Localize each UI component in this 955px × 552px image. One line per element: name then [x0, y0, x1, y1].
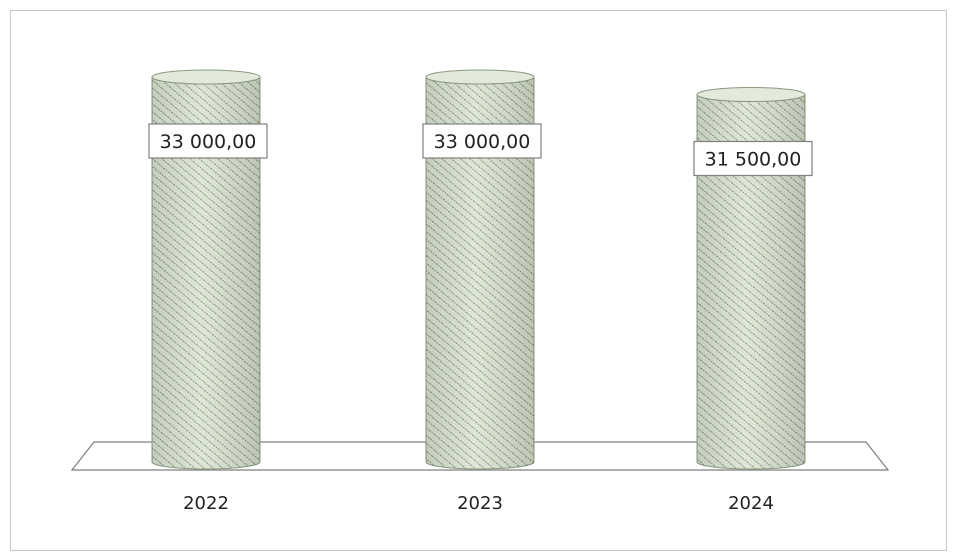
- data-label-2023: 33 000,00: [422, 123, 542, 159]
- data-labels-layer: 33 000,00 33 000,00 31 500,00: [148, 123, 813, 177]
- data-label-2022: 33 000,00: [148, 123, 268, 159]
- bar-top-cap: [425, 69, 535, 85]
- bar-shading: [426, 77, 534, 469]
- bar-top-cap: [151, 69, 261, 85]
- x-tick-label: 2024: [728, 493, 774, 514]
- x-axis-ticks: 2022 2023 2024: [183, 493, 774, 514]
- bar-2022: [151, 69, 261, 470]
- x-tick-label: 2022: [183, 493, 229, 514]
- data-label-2024: 31 500,00: [693, 140, 813, 177]
- data-label-box: [422, 123, 542, 159]
- bars-layer: [151, 69, 806, 470]
- data-label-text: 31 500,00: [705, 149, 802, 171]
- data-label-box: [148, 123, 268, 159]
- bar-2024: [696, 87, 806, 470]
- bar-shading: [152, 77, 260, 469]
- bar-top-cap: [696, 87, 806, 102]
- data-label-box: [693, 140, 813, 177]
- data-label-text: 33 000,00: [160, 131, 257, 153]
- data-label-text: 33 000,00: [434, 131, 531, 153]
- bar-shading: [697, 94, 805, 469]
- bar-2023: [425, 69, 535, 470]
- x-tick-label: 2023: [457, 493, 503, 514]
